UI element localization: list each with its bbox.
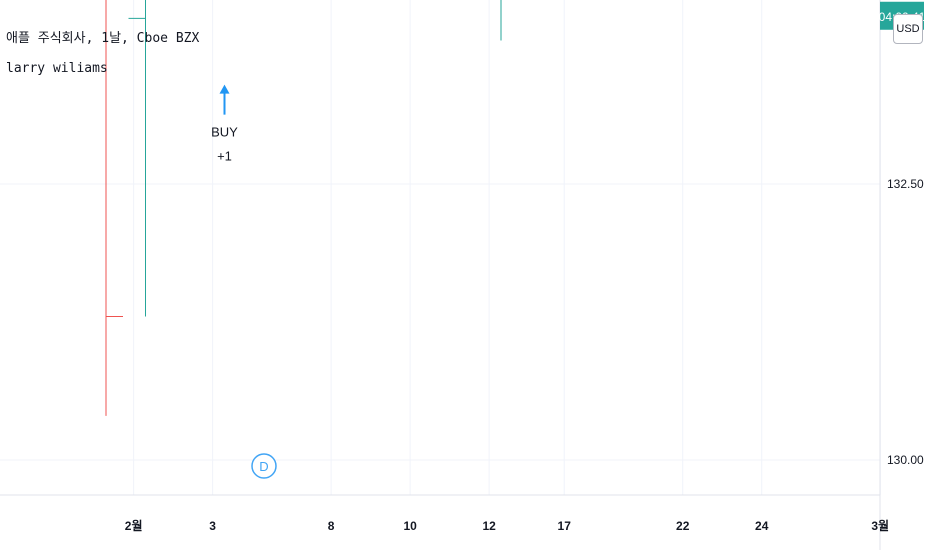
y-tick-label: 132.50 [887, 177, 924, 191]
dividend-marker [251, 453, 277, 479]
ohlc-bar [105, 0, 123, 416]
buy-arrow-head [219, 84, 230, 94]
x-tick-label: 2월 [125, 518, 143, 533]
buy-qty: +1 [217, 149, 232, 164]
currency-button[interactable]: USD [893, 14, 923, 44]
buy-label: BUY [211, 125, 238, 140]
x-tick-label: 3월 [871, 518, 889, 533]
x-tick-label: 8 [328, 519, 335, 533]
symbol-title: 애플 주식회사, 1날, Cboe BZX [6, 31, 200, 46]
x-tick-label: 24 [755, 519, 769, 533]
dividend-label: D [259, 459, 268, 474]
y-tick-label: 130.00 [887, 453, 924, 467]
x-tick-label: 17 [558, 519, 572, 533]
x-tick-label: 3 [209, 519, 216, 533]
ohlc-bar [128, 0, 146, 317]
indicator-label[interactable]: larry wiliams [6, 61, 108, 76]
x-tick-label: 22 [676, 519, 690, 533]
x-tick-label: 10 [403, 519, 417, 533]
ohlc-bar [500, 0, 502, 41]
x-tick-label: 12 [482, 519, 496, 533]
